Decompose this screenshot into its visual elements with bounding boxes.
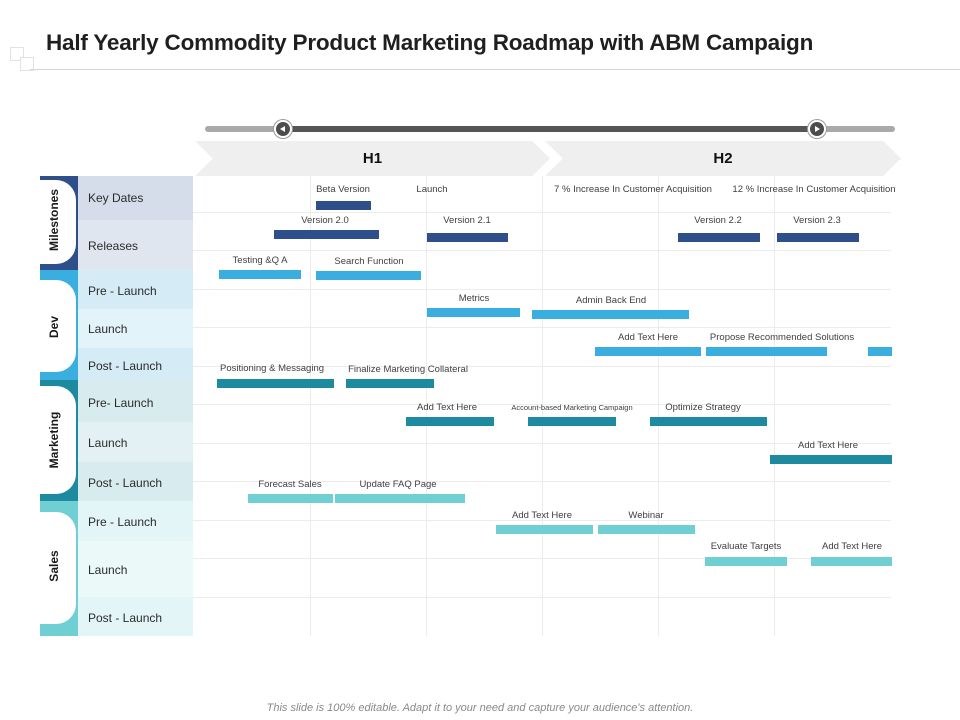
task-label-increase-12: 12 % Increase In Customer Acquisition bbox=[732, 184, 896, 195]
task-label-finalize-collateral: Finalize Marketing Collateral bbox=[348, 364, 468, 375]
task-label-add-text-mkt-launch: Add Text Here bbox=[416, 402, 478, 413]
row-bg bbox=[78, 501, 193, 541]
grid-line bbox=[426, 176, 427, 636]
task-label-positioning: Positioning & Messaging bbox=[219, 363, 325, 374]
half-header-h2: H2 bbox=[545, 141, 901, 176]
task-label-version-20: Version 2.0 bbox=[301, 215, 349, 226]
row-bg bbox=[78, 270, 193, 309]
range-end-handle[interactable] bbox=[808, 120, 826, 138]
row-label-dev-post-launch: Post - Launch bbox=[88, 359, 163, 373]
row-bg bbox=[78, 541, 193, 597]
row-label-sales-launch: Launch bbox=[88, 563, 128, 577]
row-bg bbox=[78, 348, 193, 380]
row-label-releases: Releases bbox=[88, 239, 139, 253]
group-pill-dev bbox=[40, 280, 76, 372]
grid-line bbox=[310, 176, 311, 636]
row-bg bbox=[78, 220, 193, 270]
task-bar-add-text-sales-pre bbox=[496, 525, 593, 534]
grid-line bbox=[658, 176, 659, 636]
group-pill-milestones bbox=[40, 180, 76, 264]
group-label-marketing: Marketing bbox=[47, 411, 61, 469]
row-bg bbox=[78, 422, 193, 462]
task-label-version-22: Version 2.2 bbox=[694, 215, 742, 226]
row-label-marketing-launch: Launch bbox=[88, 436, 128, 450]
row-label-dev-launch: Launch bbox=[88, 322, 128, 336]
triangle-left-icon bbox=[280, 126, 285, 132]
task-label-update-faq: Update FAQ Page bbox=[359, 479, 437, 490]
task-bar-add-text-dev bbox=[595, 347, 701, 356]
task-label-propose-solutions: Propose Recommended Solutions bbox=[709, 332, 855, 343]
task-bar-version-20 bbox=[274, 230, 379, 239]
row-bg bbox=[78, 309, 193, 348]
task-label-add-text-dev: Add Text Here bbox=[617, 332, 679, 343]
task-label-webinar: Webinar bbox=[628, 510, 664, 521]
task-bar-abm-campaign bbox=[528, 417, 616, 426]
task-label-search-function: Search Function bbox=[334, 256, 404, 267]
task-bar-propose-solutions bbox=[706, 347, 827, 356]
task-label-abm-campaign: Account-based Marketing Campaign bbox=[511, 403, 633, 412]
task-bar-search-function bbox=[316, 271, 421, 280]
row-label-marketing-pre-launch: Pre- Launch bbox=[88, 396, 154, 410]
row-label-key-dates: Key Dates bbox=[88, 191, 144, 205]
grid-line bbox=[774, 176, 775, 636]
task-bar-forecast-sales bbox=[248, 494, 333, 503]
task-label-increase-7: 7 % Increase In Customer Acquisition bbox=[554, 184, 712, 195]
task-bar-webinar bbox=[598, 525, 695, 534]
row-label-sales-post-launch: Post - Launch bbox=[88, 611, 163, 625]
task-bar-beta-version bbox=[316, 201, 371, 210]
row-bg bbox=[78, 176, 193, 220]
row-label-dev-pre-launch: Pre - Launch bbox=[88, 284, 157, 298]
row-bg bbox=[78, 597, 193, 636]
timeline-range bbox=[283, 126, 817, 132]
task-bar-dev-post-tail bbox=[868, 347, 892, 356]
task-bar-testing-qa bbox=[219, 270, 301, 279]
title-divider bbox=[30, 69, 960, 70]
task-label-launch: Launch bbox=[416, 184, 448, 195]
task-label-beta-version: Beta Version bbox=[316, 184, 370, 195]
task-label-forecast-sales: Forecast Sales bbox=[258, 479, 322, 490]
task-label-evaluate-targets: Evaluate Targets bbox=[710, 541, 782, 552]
task-bar-version-23 bbox=[777, 233, 859, 242]
task-label-add-text-sales-pre: Add Text Here bbox=[511, 510, 573, 521]
task-bar-add-text-mkt-post bbox=[770, 455, 892, 464]
row-bg bbox=[78, 462, 193, 501]
page-title: Half Yearly Commodity Product Marketing … bbox=[46, 30, 814, 55]
half-header-h1: H1 bbox=[195, 141, 550, 176]
task-label-version-21: Version 2.1 bbox=[443, 215, 491, 226]
row-label-sales-pre-launch: Pre - Launch bbox=[88, 515, 157, 529]
grid-line bbox=[542, 176, 543, 636]
group-label-dev: Dev bbox=[47, 316, 61, 339]
group-label-milestones: Milestones bbox=[47, 188, 61, 251]
task-bar-update-faq bbox=[335, 494, 465, 503]
task-bar-positioning bbox=[217, 379, 334, 388]
group-pill-sales bbox=[40, 512, 76, 624]
range-start-handle[interactable] bbox=[274, 120, 292, 138]
task-bar-finalize-collateral bbox=[346, 379, 434, 388]
task-bar-metrics bbox=[427, 308, 520, 317]
task-bar-optimize-strategy bbox=[650, 417, 767, 426]
footer-note: This slide is 100% editable. Adapt it to… bbox=[266, 702, 694, 714]
task-label-optimize-strategy: Optimize Strategy bbox=[665, 402, 741, 413]
corner-square bbox=[20, 57, 34, 71]
task-label-add-text-sales-launch: Add Text Here bbox=[821, 541, 883, 552]
task-label-testing-qa: Testing &Q A bbox=[232, 255, 288, 266]
row-bg bbox=[78, 380, 193, 422]
task-label-version-23: Version 2.3 bbox=[793, 215, 841, 226]
group-label-sales: Sales bbox=[47, 550, 61, 582]
group-pill-marketing bbox=[40, 386, 76, 494]
task-bar-admin-back-end bbox=[532, 310, 689, 319]
task-bar-version-22 bbox=[678, 233, 760, 242]
task-bar-version-21 bbox=[427, 233, 508, 242]
task-label-add-text-mkt-post: Add Text Here bbox=[797, 440, 859, 451]
task-label-admin-back-end: Admin Back End bbox=[575, 295, 647, 306]
task-bar-add-text-mkt-launch bbox=[406, 417, 494, 426]
row-label-marketing-post-launch: Post - Launch bbox=[88, 476, 163, 490]
task-label-metrics: Metrics bbox=[458, 293, 490, 304]
task-bar-evaluate-targets bbox=[705, 557, 787, 566]
task-bar-add-text-sales-launch bbox=[811, 557, 892, 566]
triangle-right-icon bbox=[815, 126, 820, 132]
